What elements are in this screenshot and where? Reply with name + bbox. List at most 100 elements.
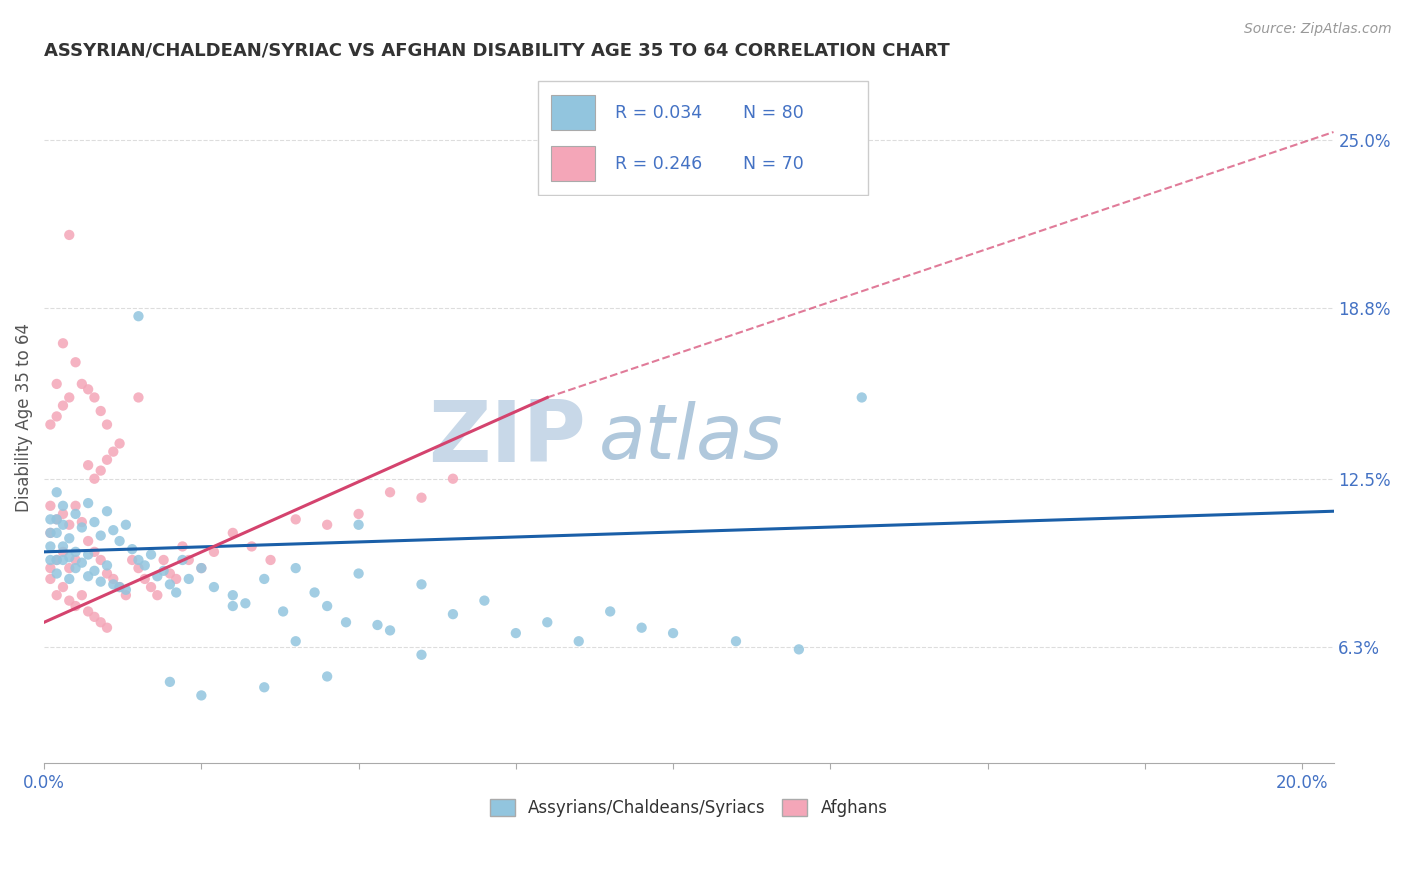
Point	[52, 517, 75, 532]
Point	[39, 561, 62, 575]
Point	[177, 553, 200, 567]
Point	[58, 593, 80, 607]
Point	[474, 593, 496, 607]
Point	[103, 523, 125, 537]
Point	[39, 572, 62, 586]
Point	[90, 574, 112, 589]
Point	[259, 553, 281, 567]
FancyBboxPatch shape	[551, 146, 595, 181]
Point	[108, 534, 131, 549]
Point	[115, 517, 138, 532]
Point	[45, 553, 67, 567]
Y-axis label: Disability Age 35 to 64: Disability Age 35 to 64	[15, 323, 32, 512]
Point	[235, 596, 257, 610]
Point	[115, 582, 138, 597]
Point	[45, 588, 67, 602]
Point	[39, 540, 62, 554]
Point	[108, 580, 131, 594]
Point	[77, 382, 100, 396]
Point	[127, 553, 149, 567]
Point	[77, 569, 100, 583]
Point	[139, 548, 162, 562]
Point	[103, 577, 125, 591]
Point	[77, 458, 100, 473]
Point	[599, 604, 621, 618]
Point	[96, 621, 118, 635]
FancyBboxPatch shape	[537, 81, 869, 195]
Point	[316, 599, 339, 613]
Point	[39, 417, 62, 432]
Point	[190, 561, 212, 575]
Point	[52, 580, 75, 594]
Point	[152, 564, 174, 578]
Point	[108, 580, 131, 594]
Point	[335, 615, 357, 630]
Point	[45, 512, 67, 526]
Point	[366, 618, 388, 632]
Point	[70, 588, 93, 602]
Point	[159, 577, 181, 591]
Point	[662, 626, 685, 640]
Point	[83, 610, 105, 624]
Point	[177, 572, 200, 586]
Point	[39, 512, 62, 526]
Point	[411, 648, 433, 662]
Point	[90, 404, 112, 418]
Point	[121, 542, 143, 557]
Point	[45, 525, 67, 540]
Point	[851, 391, 873, 405]
Point	[202, 545, 225, 559]
Point	[134, 572, 156, 586]
Point	[39, 499, 62, 513]
Point	[121, 553, 143, 567]
Point	[441, 607, 464, 622]
Point	[90, 528, 112, 542]
Point	[222, 588, 245, 602]
Point	[58, 561, 80, 575]
Text: Source: ZipAtlas.com: Source: ZipAtlas.com	[1244, 22, 1392, 37]
Point	[58, 227, 80, 242]
Point	[165, 585, 187, 599]
Point	[190, 689, 212, 703]
Point	[45, 566, 67, 581]
Point	[146, 569, 169, 583]
Text: R = 0.246: R = 0.246	[616, 155, 703, 173]
Point	[70, 556, 93, 570]
Text: ZIP: ZIP	[427, 397, 586, 480]
Point	[724, 634, 747, 648]
Point	[441, 472, 464, 486]
Text: ASSYRIAN/CHALDEAN/SYRIAC VS AFGHAN DISABILITY AGE 35 TO 64 CORRELATION CHART: ASSYRIAN/CHALDEAN/SYRIAC VS AFGHAN DISAB…	[44, 42, 950, 60]
Point	[411, 491, 433, 505]
Point	[253, 681, 276, 695]
Point	[70, 376, 93, 391]
Point	[159, 566, 181, 581]
Point	[77, 604, 100, 618]
Point	[347, 566, 370, 581]
Point	[52, 553, 75, 567]
Point	[96, 558, 118, 573]
Point	[127, 309, 149, 323]
Point	[39, 525, 62, 540]
Point	[58, 531, 80, 545]
Point	[172, 553, 194, 567]
Point	[83, 391, 105, 405]
Point	[70, 515, 93, 529]
Point	[134, 558, 156, 573]
Point	[304, 585, 326, 599]
Point	[284, 561, 307, 575]
Legend: Assyrians/Chaldeans/Syriacs, Afghans: Assyrians/Chaldeans/Syriacs, Afghans	[484, 792, 894, 824]
Point	[39, 553, 62, 567]
Point	[165, 572, 187, 586]
Point	[96, 452, 118, 467]
Point	[52, 399, 75, 413]
Point	[103, 444, 125, 458]
Point	[146, 588, 169, 602]
Point	[77, 534, 100, 549]
Point	[83, 545, 105, 559]
Point	[127, 561, 149, 575]
Text: atlas: atlas	[599, 401, 783, 475]
Point	[90, 464, 112, 478]
Point	[96, 417, 118, 432]
Point	[65, 599, 87, 613]
Point	[52, 499, 75, 513]
